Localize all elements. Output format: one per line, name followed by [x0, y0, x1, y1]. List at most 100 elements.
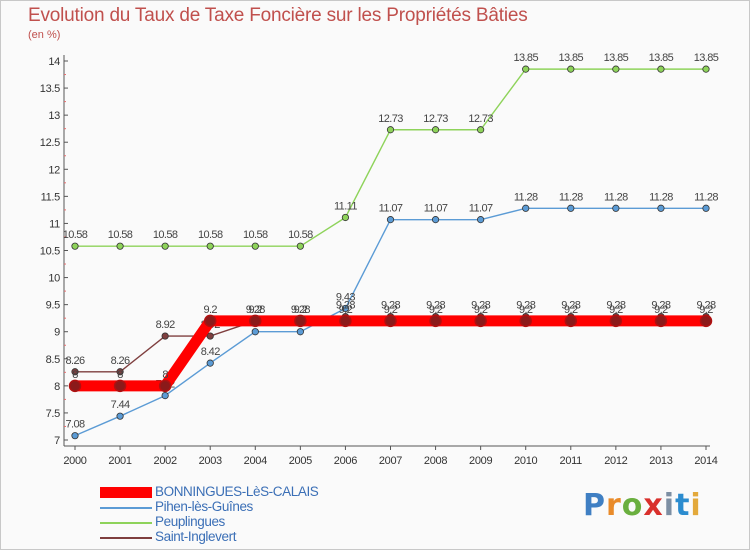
data-label: 9.2 [699, 304, 713, 316]
legend-swatch [100, 537, 152, 539]
data-label: 11.28 [559, 191, 583, 203]
data-point [567, 204, 575, 212]
data-label: 7.44 [111, 399, 130, 411]
x-tick-label: 2007 [379, 455, 402, 467]
data-label: 9.2 [203, 304, 217, 316]
data-point [251, 328, 259, 336]
x-tick-label: 2008 [424, 455, 447, 467]
data-label: 9.28 [246, 304, 265, 316]
x-tick-label: 2000 [63, 455, 86, 467]
logo-letter: i [690, 488, 702, 523]
data-point [249, 314, 262, 328]
data-point [474, 314, 487, 328]
data-point [206, 242, 214, 250]
logo-letter: x [643, 488, 664, 523]
data-point [206, 359, 214, 367]
legend-swatch [100, 507, 152, 509]
series-peuplingues: 10.58 10.58 10.58 10.58 10.58 10.58 11.11 12.73… [63, 52, 719, 250]
legend-swatch [100, 487, 152, 498]
chart-title: Evolution du Taux de Taxe Foncière sur l… [28, 5, 528, 26]
data-point [519, 314, 532, 328]
data-point [431, 216, 440, 224]
data-point [116, 412, 124, 420]
logo-letter: t [675, 488, 691, 523]
x-tick-label: 2012 [604, 455, 627, 467]
data-label: 9.2 [429, 304, 443, 316]
x-tick-label: 2002 [154, 455, 177, 467]
proxiti-logo: Proxiti [583, 488, 702, 523]
data-label: 9.28 [291, 304, 310, 316]
y-tick-label: 10 [48, 273, 60, 285]
data-point [522, 65, 530, 73]
data-label: 9.2 [339, 304, 353, 316]
legend-label: Saint-Inglevert [155, 529, 237, 544]
data-point [161, 392, 169, 400]
data-label: 8.26 [65, 355, 84, 367]
data-label: 12.73 [468, 113, 493, 125]
data-label: 9.2 [654, 304, 668, 316]
data-point [341, 304, 350, 313]
data-label: 9.28 [426, 300, 445, 312]
data-label: 8.42 [201, 346, 220, 358]
data-point [657, 65, 665, 73]
data-label: 13.85 [513, 52, 538, 64]
data-label: 9.2 [564, 304, 578, 316]
data-point [477, 126, 485, 134]
data-label: 10.58 [63, 229, 88, 241]
data-label: 8 [117, 369, 123, 381]
data-label: 10.58 [198, 229, 223, 241]
data-label: 9.2 [384, 304, 398, 316]
data-label: 12.73 [378, 113, 403, 125]
data-point [702, 65, 710, 73]
data-point [429, 314, 442, 328]
data-label: 13.85 [559, 52, 584, 64]
data-point [251, 242, 259, 250]
data-point [71, 432, 79, 440]
logo-letter: P [583, 488, 606, 523]
data-label: 12.73 [423, 113, 448, 125]
legend-item: Saint-Inglevert [100, 529, 400, 545]
y-tick-label: 12 [48, 164, 60, 176]
y-tick-label: 8 [54, 381, 60, 393]
data-point [612, 65, 620, 73]
data-label: 11.11 [334, 200, 357, 212]
data-point [203, 314, 217, 328]
x-tick-label: 2001 [108, 455, 131, 467]
y-tick-label: 12.5 [40, 137, 60, 149]
y-tick-label: 14 [48, 56, 60, 68]
data-label: 10.58 [288, 229, 313, 241]
legend-item: BONNINGUES-LèS-CALAIS [100, 484, 400, 500]
x-tick-label: 2004 [244, 455, 267, 467]
legend-label: Peuplingues [155, 514, 225, 529]
data-point [609, 314, 623, 328]
data-label: 10.58 [153, 229, 178, 241]
legend-item: Peuplingues [100, 514, 400, 530]
data-label: 13.85 [649, 52, 674, 64]
data-point [294, 314, 307, 328]
data-label: 11.07 [379, 203, 403, 215]
data-point [206, 332, 214, 340]
data-label: 9.28 [606, 300, 625, 312]
data-label: 9.2 [519, 304, 533, 316]
series-bonningues-l-s-calais: 8 8 8 9.2 9.2 9.2 9.2 9.2 9.2 9.2 9.2 9.2 9.2 9.2 9.2 [68, 304, 714, 393]
x-tick-label: 2014 [694, 455, 717, 467]
data-label: 11.28 [604, 191, 628, 203]
data-label: 13.85 [694, 52, 719, 64]
data-label: 9.28 [516, 300, 535, 312]
data-point [158, 379, 172, 393]
data-point [564, 314, 578, 328]
data-label: 9.2 [294, 304, 308, 316]
y-unit-label: (en %) [28, 29, 61, 41]
y-tick-label: 11 [49, 218, 60, 230]
legend-label: Pihen-lès-Guînes [155, 499, 253, 514]
data-point [161, 332, 169, 340]
data-label: 13.85 [604, 52, 629, 64]
legend-label: BONNINGUES-LèS-CALAIS [155, 484, 319, 499]
data-label: 8.92 [156, 319, 175, 331]
data-label: 9.2 [609, 304, 623, 316]
data-label: 9.28 [381, 300, 400, 312]
data-point [341, 213, 350, 222]
x-tick-label: 2006 [334, 455, 357, 467]
data-point [386, 216, 395, 224]
